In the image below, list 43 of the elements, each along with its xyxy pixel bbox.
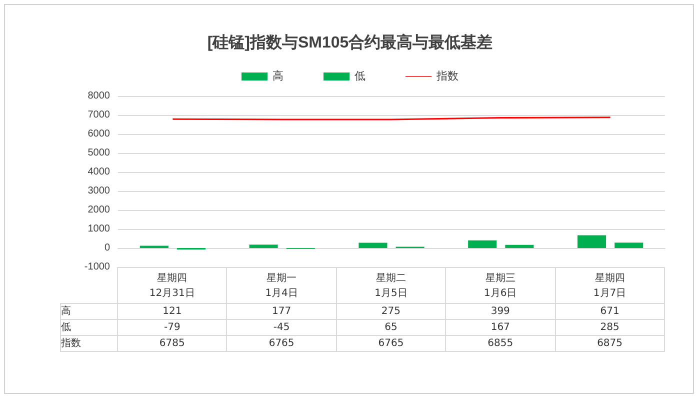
y-tick-label: 6000 <box>88 128 110 140</box>
y-tick-label: 5000 <box>88 148 110 158</box>
bar <box>358 242 388 248</box>
text: 高 <box>61 306 71 317</box>
y-tick-label: 2000 <box>88 204 110 216</box>
bar <box>505 244 534 248</box>
data-label: 167 <box>446 320 556 336</box>
data-label: 177 <box>226 304 336 320</box>
bar <box>614 242 644 248</box>
data-label: 671 <box>555 304 664 320</box>
y-tick-label: -1000 <box>84 262 110 272</box>
data-label: 121 <box>117 304 227 320</box>
x-tick-label: 星期三 1月6日 <box>446 268 556 304</box>
data-label: 6855 <box>446 336 556 352</box>
bar <box>249 244 278 248</box>
y-tick-label: 4000 <box>88 166 110 178</box>
bar <box>468 240 497 248</box>
data-label: 6765 <box>226 336 336 352</box>
data-label: 6765 <box>336 336 446 352</box>
y-tick-label: 0 <box>104 242 110 254</box>
text: 低 <box>61 322 71 333</box>
x-tick-label: 星期二 1月5日 <box>336 268 446 304</box>
y-tick-label: 3000 <box>88 186 110 196</box>
legend-label: 指数 <box>436 70 458 82</box>
text: 指数 <box>61 338 81 349</box>
y-tick-label: 8000 <box>88 90 110 102</box>
data-label: 399 <box>446 304 556 320</box>
x-tick-label: 星期一 1月4日 <box>226 268 336 304</box>
data-label: 285 <box>555 320 664 336</box>
data-label: -79 <box>117 320 227 336</box>
bar <box>577 235 606 248</box>
data-label: 275 <box>336 304 446 320</box>
y-tick-label: 1000 <box>88 224 110 234</box>
y-tick-label: 7000 <box>88 110 110 120</box>
data-label: 65 <box>336 320 446 336</box>
x-tick-label: 星期四 1月7日 <box>555 268 664 304</box>
legend-label: 高 <box>272 70 284 82</box>
data-label: -45 <box>226 320 336 336</box>
x-tick-label: 星期四 12月31日 <box>117 268 227 304</box>
data-label: 6785 <box>117 336 227 352</box>
data-label: 6875 <box>555 336 664 352</box>
legend-label: 低 <box>354 70 366 82</box>
chart-title: [硅锰]指数与SM105合约最高与最低基差 <box>207 32 493 52</box>
